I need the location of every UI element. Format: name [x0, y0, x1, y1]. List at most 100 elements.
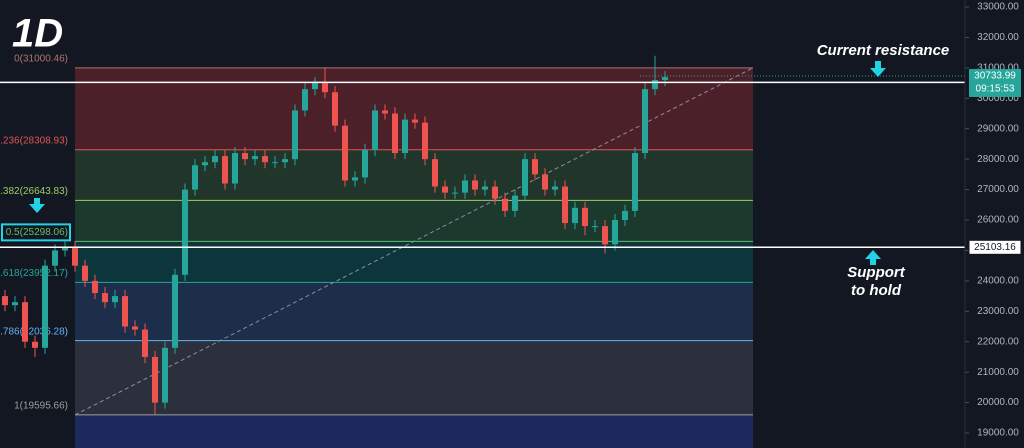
- candle-body: [42, 265, 48, 348]
- trend-line: [74, 67, 754, 416]
- candle-body: [622, 210, 628, 221]
- candle-body: [292, 110, 298, 160]
- fib-band: [75, 67, 753, 150]
- fib-label: 0.618(23952.17): [0, 268, 68, 279]
- fib-label: 0(31000.46): [14, 53, 68, 64]
- candle-body: [602, 226, 608, 245]
- fib-label-box: [1, 223, 71, 242]
- candle-body: [112, 296, 118, 303]
- candle-body: [612, 220, 618, 245]
- fib-band: [75, 414, 753, 448]
- candle-body: [632, 153, 638, 211]
- fib-band: [75, 340, 753, 415]
- arrow: [865, 250, 881, 259]
- y-tick-label: 31000.00: [977, 63, 1019, 74]
- candle-body: [392, 113, 398, 154]
- fib-band: [75, 149, 753, 201]
- y-tick-label: 30000.00: [977, 93, 1019, 104]
- fib-label: 0.236(28308.93): [0, 135, 68, 146]
- fib-label: 0.5(25298.06): [6, 227, 68, 238]
- annotation: to hold: [851, 282, 902, 299]
- y-tick-label: 24000.00: [977, 276, 1019, 287]
- candle-body: [252, 156, 258, 160]
- candle-body: [92, 280, 98, 294]
- candle-body: [402, 119, 408, 154]
- candle-body: [122, 296, 128, 327]
- last-price-label: 30733.99: [974, 71, 1016, 82]
- price-tag-label: 25103.16: [974, 242, 1016, 253]
- annotation: Support: [847, 264, 905, 281]
- fib-label: 0.382(26643.83): [0, 186, 68, 197]
- candle-body: [432, 159, 438, 187]
- candle-body: [242, 153, 248, 160]
- arrow: [870, 68, 886, 77]
- candle-body: [572, 207, 578, 224]
- candle-body: [662, 76, 668, 81]
- arrow: [870, 259, 876, 265]
- y-tick-label: 27000.00: [977, 184, 1019, 195]
- arrow: [29, 204, 45, 213]
- candle-body: [62, 247, 68, 251]
- fib-label: 0.786(22036.28): [0, 326, 68, 337]
- candle-body: [312, 83, 318, 90]
- last-price-tag: [969, 68, 1021, 97]
- candle-body: [472, 180, 478, 190]
- candle-body: [12, 302, 18, 306]
- candle-body: [332, 92, 338, 126]
- price-tag: [968, 239, 1022, 255]
- y-tick-label: 22000.00: [977, 336, 1019, 347]
- candle-body: [352, 177, 358, 181]
- candle-body: [582, 207, 588, 227]
- candle-body: [302, 89, 308, 111]
- candle-body: [32, 341, 38, 348]
- y-tick-label: 32000.00: [977, 32, 1019, 43]
- candle-body: [102, 293, 108, 303]
- y-tick-label: 26000.00: [977, 215, 1019, 226]
- y-tick-label: 29000.00: [977, 123, 1019, 134]
- candle-body: [212, 156, 218, 163]
- y-tick-label: 19000.00: [977, 428, 1019, 439]
- candle-body: [152, 356, 158, 403]
- candle-body: [552, 186, 558, 190]
- candle-body: [162, 347, 168, 403]
- candle-body: [652, 80, 658, 90]
- candle-body: [382, 110, 388, 114]
- candle-body: [182, 189, 188, 275]
- candle-body: [2, 296, 8, 306]
- candle-body: [542, 174, 548, 190]
- arrows: [29, 61, 886, 265]
- y-tick-label: 23000.00: [977, 306, 1019, 317]
- arrow: [875, 61, 881, 68]
- arrow: [34, 198, 40, 204]
- annotation: Current resistance: [817, 42, 950, 59]
- candle-body: [192, 165, 198, 190]
- fib-label: 1(19595.66): [14, 401, 68, 412]
- candle-body: [282, 159, 288, 163]
- candle-body: [422, 122, 428, 160]
- candle-body: [642, 89, 648, 154]
- candle-body: [72, 247, 78, 266]
- fib-band: [75, 200, 753, 242]
- candle-body: [142, 329, 148, 357]
- candle-body: [452, 192, 458, 194]
- fib-band: [75, 282, 753, 341]
- candle-body: [372, 110, 378, 151]
- y-tick-label: 20000.00: [977, 397, 1019, 408]
- candle-body: [492, 186, 498, 199]
- candle-body: [202, 162, 208, 166]
- candle-body: [532, 159, 538, 175]
- chart-title: 1D: [12, 12, 63, 56]
- candle-body: [562, 186, 568, 224]
- candle-body: [82, 265, 88, 281]
- candle-body: [232, 153, 238, 184]
- candle-body: [592, 226, 598, 228]
- candle-body: [52, 250, 58, 266]
- candle-body: [462, 180, 468, 193]
- candle-body: [262, 156, 268, 163]
- candle-body: [482, 186, 488, 190]
- candle-body: [222, 156, 228, 184]
- candle-body: [172, 274, 178, 348]
- candle-body: [362, 150, 368, 178]
